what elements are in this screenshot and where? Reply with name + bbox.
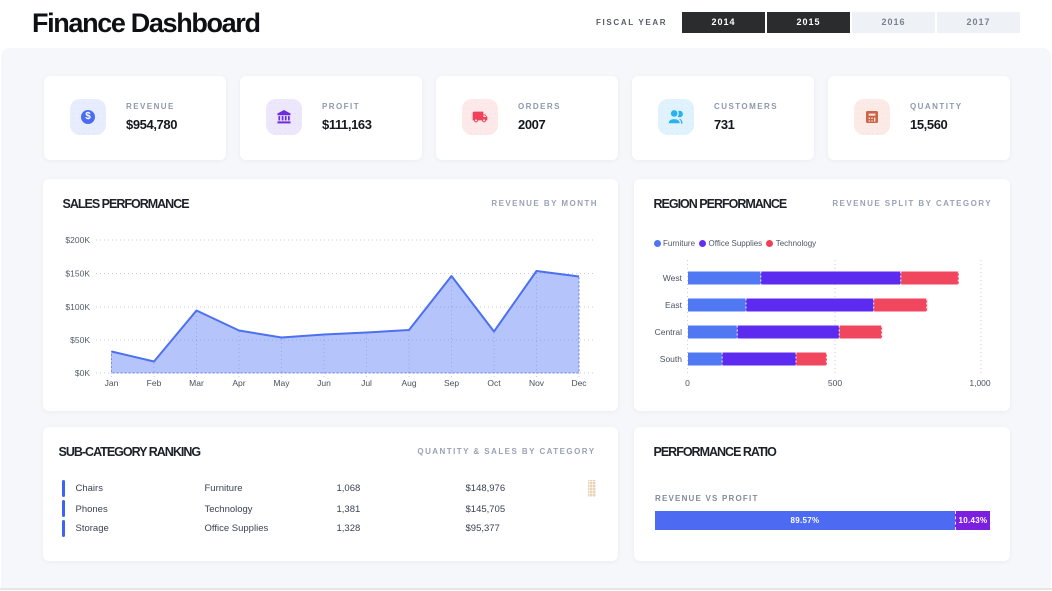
- svg-text:$200K: $200K: [65, 235, 90, 245]
- svg-text:Central: Central: [654, 327, 682, 337]
- svg-text:Sep: Sep: [443, 378, 458, 388]
- svg-text:South: South: [659, 354, 681, 364]
- svg-text:Mar: Mar: [189, 378, 204, 388]
- svg-text:Jan: Jan: [104, 378, 118, 388]
- svg-text:$50K: $50K: [70, 335, 90, 345]
- svg-text:May: May: [273, 378, 290, 388]
- svg-text:Aug: Aug: [401, 378, 416, 388]
- svg-text:0: 0: [685, 378, 690, 388]
- svg-text:Jul: Jul: [361, 378, 372, 388]
- svg-text:Oct: Oct: [487, 378, 501, 388]
- svg-text:Nov: Nov: [528, 378, 544, 388]
- svg-text:West: West: [662, 273, 682, 283]
- svg-text:East: East: [664, 300, 682, 310]
- svg-text:500: 500: [827, 378, 841, 388]
- svg-text:Apr: Apr: [232, 378, 245, 388]
- svg-text:Jun: Jun: [317, 378, 331, 388]
- svg-text:$150K: $150K: [65, 269, 90, 279]
- svg-text:Dec: Dec: [571, 378, 587, 388]
- svg-text:$0K: $0K: [74, 368, 89, 378]
- svg-text:$100K: $100K: [65, 302, 90, 312]
- svg-text:Feb: Feb: [146, 378, 161, 388]
- svg-text:1,000: 1,000: [969, 378, 991, 388]
